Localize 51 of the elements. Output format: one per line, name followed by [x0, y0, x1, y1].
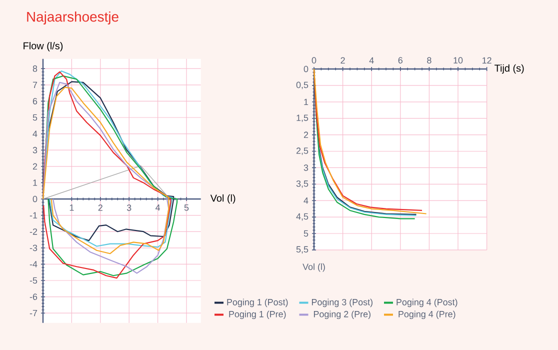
y-tick-label: 4,5 — [296, 213, 308, 221]
y-tick-label: 7 — [32, 82, 38, 88]
y-tick-label: 3 — [32, 146, 38, 154]
legend-label: Poging 3 (Post) — [312, 298, 372, 308]
legend-label: Poging 2 (Pre) — [314, 310, 370, 320]
chart-title: Najaarshoestje — [27, 11, 118, 24]
y-tick-label: -7 — [30, 310, 38, 316]
x-tick-label: 8 — [427, 57, 432, 64]
x-tick-label: 1 — [70, 204, 74, 211]
y-tick-label: 4 — [32, 130, 38, 137]
y-tick-label: 6 — [32, 98, 38, 104]
y-tick-label: 2 — [32, 163, 38, 170]
y-tick-label: 1 — [33, 180, 38, 186]
x-tick-label: 12 — [482, 57, 492, 64]
y-tick-label: 8 — [32, 65, 38, 72]
y-tick-label: 2,5 — [296, 148, 308, 155]
y-tick-label: 1,5 — [296, 114, 308, 122]
y-tick-label: 4 — [304, 198, 308, 204]
y-tick-label: 0,5 — [296, 82, 308, 90]
x-tick-label: 2 — [98, 204, 102, 211]
x-axis-title: Tijd (s) — [494, 64, 524, 74]
y-tick-label: 5 — [304, 230, 308, 237]
x-tick-label: 2 — [340, 57, 345, 64]
legend-label: Poging 1 (Pre) — [229, 310, 286, 320]
y-tick-label: 0 — [304, 66, 308, 72]
x-tick-label: 6 — [398, 57, 403, 64]
y-tick-label: 3 — [304, 164, 308, 171]
legend-label: Poging 4 (Pre) — [398, 310, 456, 320]
y-tick-label: 3,5 — [296, 180, 308, 188]
y-axis-title: Flow (l/s) — [24, 42, 63, 52]
x-tick-label: 4 — [156, 204, 160, 211]
y-tick-label: 5,5 — [296, 246, 308, 254]
x-tick-label: 4 — [369, 57, 374, 64]
y-tick-label: 1 — [304, 98, 308, 105]
y-tick-label: 5 — [32, 114, 38, 121]
y-tick-label: -1 — [30, 212, 38, 218]
legend-label: Poging 1 (Post) — [227, 298, 288, 308]
x-axis-title: Vol (l) — [210, 194, 236, 204]
y-tick-label: -5 — [30, 277, 38, 284]
x-tick-label: 10 — [454, 57, 463, 64]
y-tick-label: -4 — [30, 261, 38, 268]
x-tick-label: 5 — [184, 204, 189, 211]
x-tick-label: 0 — [312, 57, 316, 64]
y-tick-label: -3 — [30, 244, 38, 252]
x-tick-label: 3 — [126, 204, 132, 211]
y-axis-title: Vol (l) — [302, 263, 325, 272]
legend-label: Poging 4 (Post) — [396, 298, 458, 308]
y-tick-label: 2 — [304, 132, 308, 138]
y-tick-label: -6 — [30, 294, 38, 300]
y-tick-label: 0 — [32, 196, 38, 202]
y-tick-label: -2 — [30, 228, 38, 235]
